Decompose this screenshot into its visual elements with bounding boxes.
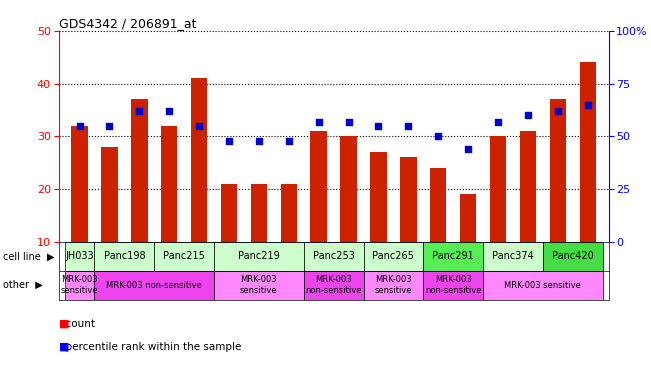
Text: Panc374: Panc374 [492,251,534,262]
Point [224,137,234,144]
Bar [423,242,483,271]
Bar [214,242,304,271]
Bar [281,184,297,242]
Text: Panc215: Panc215 [163,251,205,262]
Bar [430,168,447,242]
Bar [363,242,423,271]
Bar [579,62,596,242]
Point [194,123,204,129]
Bar [460,194,477,242]
Bar [161,126,178,242]
Point [493,118,503,124]
Point [463,146,473,152]
Text: other  ▶: other ▶ [3,280,43,290]
Bar [101,147,118,242]
Text: MRK-003
non-sensitive: MRK-003 non-sensitive [305,275,362,295]
Bar [131,99,148,242]
Text: MRK-003 non-sensitive: MRK-003 non-sensitive [106,281,202,290]
Text: percentile rank within the sample: percentile rank within the sample [59,342,241,352]
Bar [154,242,214,271]
Bar [543,242,603,271]
Bar [94,271,214,300]
Bar [304,242,363,271]
Text: count: count [59,319,94,329]
Bar [340,136,357,242]
Bar [72,126,88,242]
Bar [214,271,304,300]
Point [403,123,413,129]
Bar [483,271,603,300]
Bar [363,271,423,300]
Point [373,123,383,129]
Bar [221,184,237,242]
Point [74,123,85,129]
Text: cell line  ▶: cell line ▶ [3,251,55,262]
Text: MRK-003
sensitive: MRK-003 sensitive [240,275,278,295]
Point [433,133,443,139]
Text: Panc253: Panc253 [312,251,355,262]
Point [553,108,563,114]
Text: Panc291: Panc291 [432,251,474,262]
Text: MRK-003
sensitive: MRK-003 sensitive [374,275,412,295]
Text: Panc420: Panc420 [552,251,594,262]
Bar [64,271,94,300]
Bar [191,78,207,242]
Point [314,118,324,124]
Text: MRK-003
non-sensitive: MRK-003 non-sensitive [425,275,482,295]
Text: MRK-003
sensitive: MRK-003 sensitive [61,275,98,295]
Bar [549,99,566,242]
Bar [423,271,483,300]
Point [134,108,145,114]
Text: ■: ■ [59,319,69,329]
Bar [400,157,417,242]
Bar [490,136,506,242]
Point [523,112,533,118]
Bar [64,242,94,271]
Text: MRK-003 sensitive: MRK-003 sensitive [505,281,581,290]
Text: ■: ■ [59,342,69,352]
Bar [304,271,363,300]
Point [104,123,115,129]
Point [164,108,174,114]
Point [583,101,593,108]
Text: GDS4342 / 206891_at: GDS4342 / 206891_at [59,17,196,30]
Bar [94,242,154,271]
Point [284,137,294,144]
Bar [370,152,387,242]
Bar [519,131,536,242]
Text: Panc265: Panc265 [372,251,415,262]
Text: Panc219: Panc219 [238,251,280,262]
Bar [483,242,543,271]
Text: JH033: JH033 [65,251,94,262]
Point [254,137,264,144]
Bar [311,131,327,242]
Text: Panc198: Panc198 [104,251,145,262]
Bar [251,184,267,242]
Point [343,118,353,124]
